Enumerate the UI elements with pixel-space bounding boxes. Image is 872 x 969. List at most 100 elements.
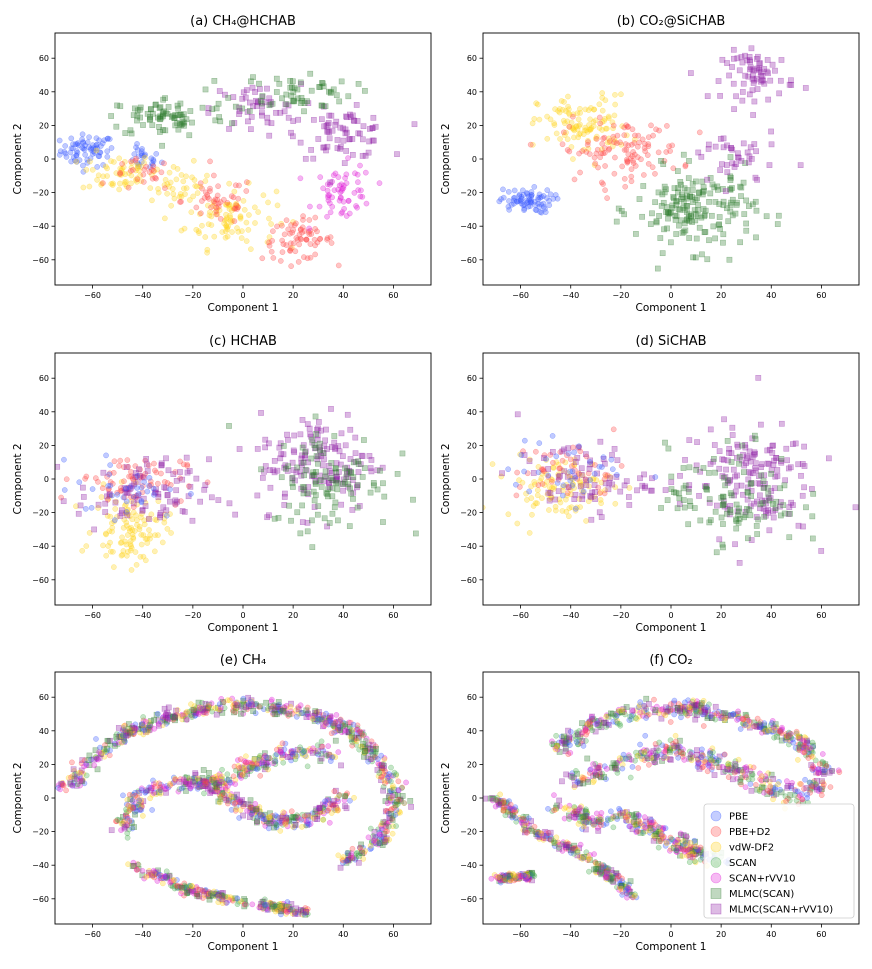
scatter-point <box>272 761 279 768</box>
scatter-point <box>133 155 139 162</box>
scatter-point <box>73 152 80 159</box>
scatter-point <box>94 756 100 762</box>
scatter-point <box>653 126 659 133</box>
scatter-point <box>130 167 136 173</box>
scatter-point <box>663 704 669 711</box>
scatter-point <box>79 136 85 143</box>
scatter-point <box>539 467 546 473</box>
scatter-point <box>593 477 600 483</box>
scatter-point <box>583 477 589 484</box>
scatter-point <box>324 797 330 803</box>
scatter-point <box>379 765 385 772</box>
scatter-point <box>114 816 121 823</box>
scatter-point <box>540 200 547 207</box>
scatter-point <box>320 801 326 808</box>
scatter-point <box>267 816 274 822</box>
scatter-point <box>341 797 348 804</box>
scatter-point <box>146 116 153 123</box>
scatter-point <box>322 750 329 757</box>
scatter-point <box>595 484 602 491</box>
scatter-point <box>131 824 137 830</box>
scatter-point <box>348 736 355 743</box>
scatter-point <box>285 908 292 915</box>
scatter-point <box>220 893 227 900</box>
scatter-point <box>696 129 703 136</box>
scatter-point <box>234 895 241 902</box>
scatter-point <box>268 903 275 910</box>
scatter-point <box>795 461 802 468</box>
scatter-point <box>320 450 327 456</box>
y-tick-label: −20 <box>32 509 49 518</box>
scatter-point <box>525 193 532 200</box>
scatter-point <box>347 719 354 726</box>
scatter-point <box>740 491 746 498</box>
scatter-point <box>655 189 662 196</box>
scatter-point <box>144 540 151 546</box>
scatter-point <box>361 850 367 856</box>
scatter-point <box>80 168 87 175</box>
scatter-point <box>601 118 607 124</box>
scatter-point <box>729 196 736 203</box>
scatter-point <box>578 465 585 472</box>
scatter-point <box>565 727 571 734</box>
scatter-point <box>120 494 127 501</box>
scatter-point <box>170 471 177 477</box>
scatter-point <box>277 109 284 116</box>
scatter-point <box>612 139 619 145</box>
scatter-point <box>559 778 565 785</box>
scatter-point <box>678 714 684 721</box>
scatter-point <box>191 712 198 719</box>
scatter-point <box>108 113 114 119</box>
scatter-point <box>801 742 807 749</box>
scatter-point <box>696 190 702 196</box>
scatter-point <box>170 163 177 170</box>
scatter-point <box>279 904 285 911</box>
scatter-point <box>187 108 194 114</box>
scatter-point <box>604 125 610 132</box>
scatter-point <box>144 788 151 794</box>
scatter-point <box>747 470 754 477</box>
scatter-point <box>355 852 362 859</box>
scatter-point <box>757 60 764 67</box>
scatter-point <box>172 712 178 719</box>
scatter-point <box>210 203 216 210</box>
scatter-point <box>181 225 188 232</box>
scatter-point <box>128 543 134 550</box>
scatter-point <box>618 141 625 148</box>
scatter-point <box>395 810 401 816</box>
scatter-point <box>299 710 305 716</box>
scatter-point <box>201 486 208 493</box>
scatter-point <box>121 485 128 491</box>
scatter-point <box>528 199 535 206</box>
scatter-point <box>88 146 94 153</box>
scatter-point <box>758 421 764 428</box>
scatter-point <box>147 164 153 170</box>
scatter-point <box>744 506 750 512</box>
scatter-point <box>144 110 151 117</box>
scatter-point <box>280 809 287 816</box>
scatter-point <box>238 705 245 711</box>
scatter-point <box>532 206 539 213</box>
scatter-point <box>745 159 752 166</box>
scatter-point <box>322 801 328 808</box>
scatter-point <box>821 771 827 777</box>
scatter-point <box>248 805 254 811</box>
scatter-point <box>378 834 385 840</box>
scatter-point <box>612 101 619 108</box>
scatter-point <box>340 198 347 205</box>
scatter-point <box>279 740 286 747</box>
scatter-point <box>201 779 208 785</box>
y-tick-label: −40 <box>32 542 49 551</box>
scatter-point <box>391 769 398 776</box>
scatter-point <box>528 189 535 195</box>
scatter-point <box>117 540 124 546</box>
scatter-point <box>770 461 777 468</box>
scatter-point <box>822 761 829 768</box>
scatter-point <box>361 465 368 471</box>
scatter-point <box>193 885 200 892</box>
scatter-point <box>83 167 90 173</box>
scatter-point <box>120 727 126 733</box>
scatter-point <box>193 226 200 233</box>
scatter-point <box>305 709 311 716</box>
